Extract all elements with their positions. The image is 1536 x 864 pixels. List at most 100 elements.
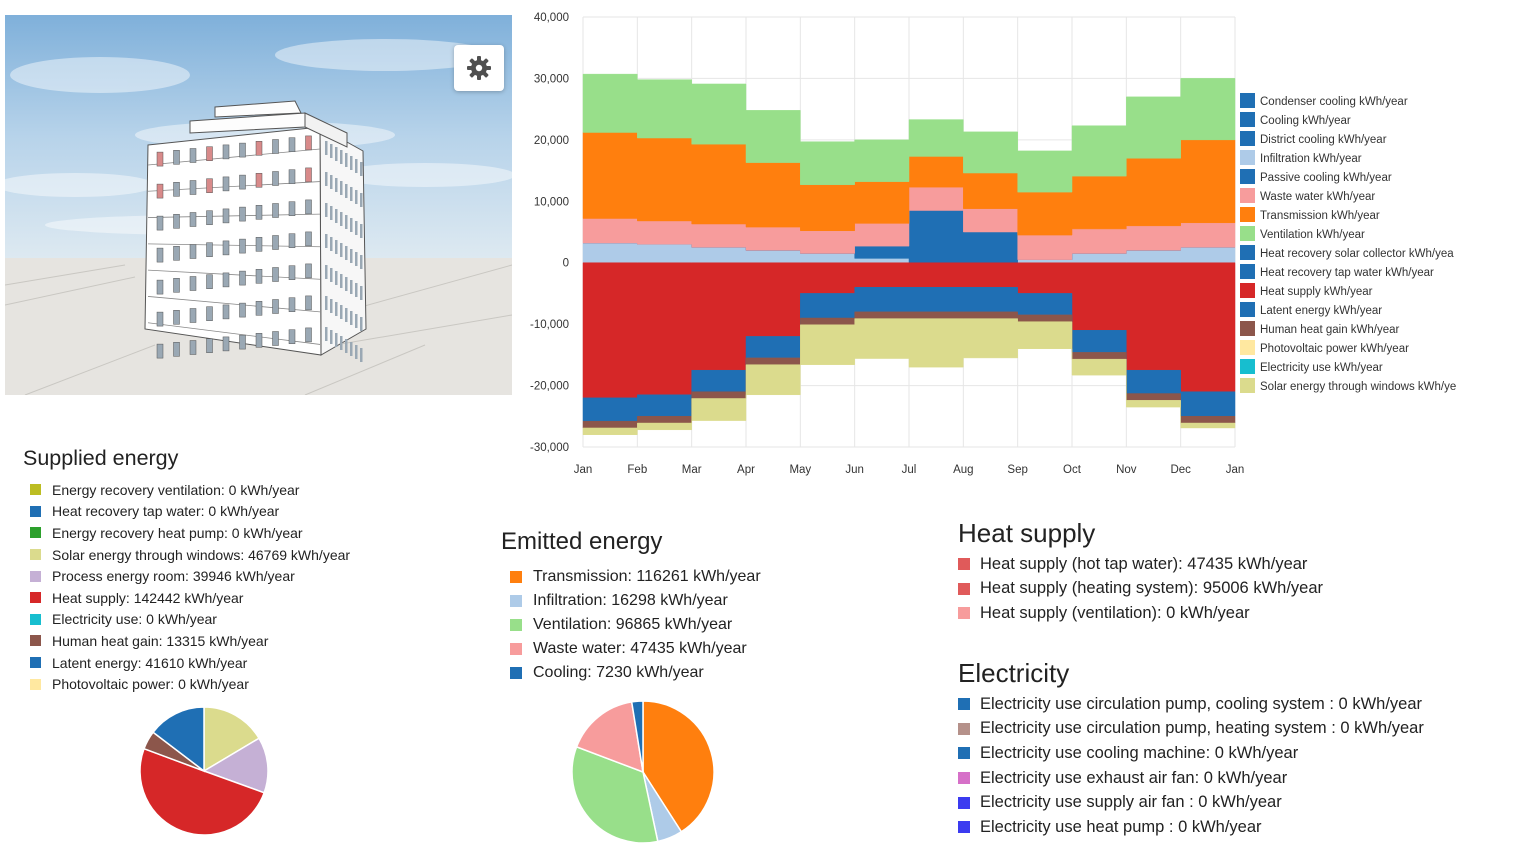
legend-swatch	[1240, 150, 1255, 165]
window	[350, 311, 353, 325]
y-tick-label: 40,000	[534, 12, 569, 24]
window	[355, 314, 358, 328]
x-tick-label: Feb	[627, 464, 647, 476]
legend-swatch	[30, 657, 41, 669]
x-tick-label: Mar	[682, 464, 702, 476]
emitted-energy-title: Emitted energy	[501, 528, 663, 555]
legend-swatch	[1240, 207, 1255, 222]
window	[288, 233, 296, 248]
legend-swatch	[30, 678, 41, 690]
ground-grid	[5, 264, 512, 395]
legend-swatch	[1240, 302, 1255, 317]
window	[355, 221, 358, 235]
window	[272, 267, 279, 282]
y-axis: -30,000 -20,000 -10,000 0 10,000 20,000 30,000…	[530, 12, 569, 454]
legend-swatch	[958, 796, 970, 809]
legend-swatch	[1240, 283, 1255, 298]
legend-swatch	[30, 635, 41, 647]
y-tick-label: 10,000	[534, 196, 569, 208]
legend-item: Electricity use: 0 kWh/year	[30, 609, 350, 631]
window	[206, 338, 213, 353]
emitted-energy-pie	[571, 700, 715, 844]
window	[189, 308, 197, 323]
legend-item: Solar energy through windows: 46769 kWh/…	[30, 544, 350, 566]
legend-label: Latent energy: 41610 kWh/year	[52, 654, 248, 671]
building-model[interactable]	[5, 15, 512, 395]
window	[222, 336, 230, 352]
window	[239, 206, 246, 222]
legend-label: Cooling kWh/year	[1260, 115, 1351, 127]
area-series	[582, 73, 1236, 193]
legend-label: Heat recovery tap water: 0 kWh/year	[52, 503, 280, 520]
window	[255, 237, 263, 252]
legend-label: Human heat gain kWh/year	[1260, 324, 1400, 336]
window	[305, 167, 312, 183]
window	[360, 317, 363, 331]
legend-item: Electricity use circulation pump, heatin…	[958, 717, 1424, 742]
y-tick-label: 20,000	[534, 135, 569, 147]
window	[325, 296, 328, 310]
legend-label: Latent energy kWh/year	[1260, 305, 1382, 317]
legend-label: Solar energy through windows: 46769 kWh/…	[52, 546, 351, 563]
window	[350, 342, 353, 356]
window	[239, 302, 246, 318]
legend-item: Heat supply (hot tap water): 47435 kWh/y…	[958, 552, 1323, 577]
window	[305, 135, 312, 151]
supplied-energy-legend: Energy recovery ventilation: 0 kWh/year H…	[30, 479, 350, 695]
legend-swatch	[1240, 226, 1255, 241]
pie-slice	[203, 706, 261, 773]
legend-swatch	[958, 722, 970, 735]
window	[222, 304, 230, 320]
legend-label: Energy recovery heat pump: 0 kWh/year	[52, 524, 303, 541]
window	[288, 329, 296, 344]
window	[355, 159, 358, 173]
legend-label: District cooling kWh/year	[1260, 134, 1387, 146]
window	[345, 153, 348, 167]
legend-item: Heat supply (heating system): 95006 kWh/…	[958, 577, 1323, 602]
window	[350, 280, 353, 294]
window	[272, 299, 279, 314]
window	[335, 302, 338, 316]
legend-label: Electricity use: 0 kWh/year	[52, 611, 217, 628]
window	[360, 255, 363, 269]
legend-label: Electricity use exhaust air fan: 0 kWh/y…	[980, 768, 1288, 787]
legend-item: Electricity use cooling machine: 0 kWh/y…	[958, 741, 1424, 766]
window	[330, 175, 333, 189]
window	[360, 162, 363, 176]
settings-button[interactable]	[454, 45, 504, 91]
window	[335, 271, 338, 285]
building-3d-viewport[interactable]	[5, 15, 512, 395]
legend-label: Process energy room: 39946 kWh/year	[52, 568, 295, 585]
pie-slice	[202, 737, 269, 794]
x-tick-label: Jun	[845, 464, 864, 476]
legend-label: Electricity use cooling machine: 0 kWh/y…	[980, 743, 1299, 762]
supplied-energy-title: Supplied energy	[23, 446, 179, 470]
window	[156, 151, 164, 167]
legend-label: Transmission: 116261 kWh/year	[533, 568, 761, 585]
building[interactable]	[144, 100, 367, 362]
legend-swatch	[30, 570, 41, 582]
window	[156, 183, 164, 199]
legend-label: Ventilation: 96865 kWh/year	[533, 616, 733, 633]
legend-swatch	[30, 505, 41, 517]
pie-slice	[139, 747, 266, 836]
legend-swatch	[30, 527, 41, 539]
legend-swatch	[1240, 169, 1255, 184]
window	[189, 276, 197, 291]
legend-label: Solar energy through windows kWh/ye	[1260, 381, 1456, 393]
window	[335, 209, 338, 223]
window	[255, 269, 263, 284]
legend-label: Electricity use circulation pump, coolin…	[980, 694, 1422, 713]
monthly-energy-chart[interactable]: -30,000 -20,000 -10,000 0 10,000 20,000 30,000…	[515, 5, 1515, 480]
legend-label: Photovoltaic power kWh/year	[1260, 343, 1409, 355]
legend-item: Energy recovery ventilation: 0 kWh/year	[30, 479, 350, 501]
legend-item: Cooling: 7230 kWh/year	[510, 661, 761, 685]
window	[156, 311, 164, 327]
window	[345, 308, 348, 322]
legend-label: Infiltration: 16298 kWh/year	[533, 592, 728, 609]
window	[156, 343, 164, 359]
window	[189, 180, 197, 195]
electricity-legend: Electricity use circulation pump, coolin…	[958, 692, 1424, 840]
pie-slice	[571, 745, 659, 844]
window	[173, 182, 180, 197]
